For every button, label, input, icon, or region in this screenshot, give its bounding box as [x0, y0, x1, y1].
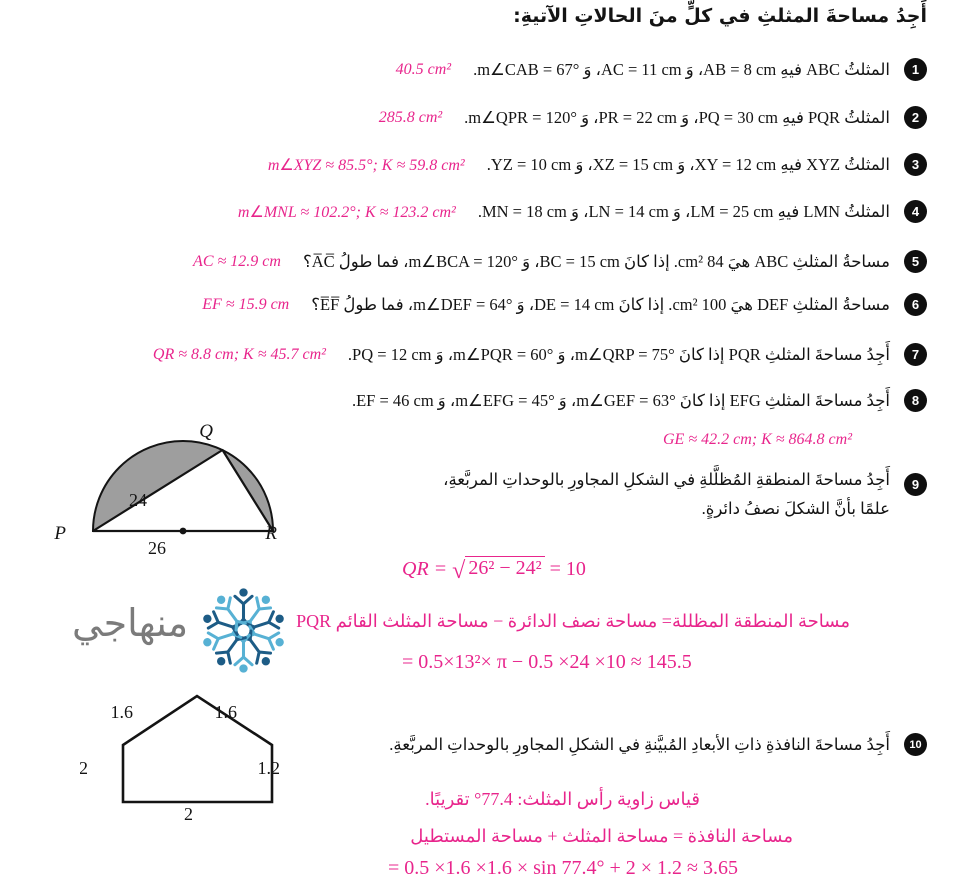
- exercise-text-line2: علمًا بأنَّ الشكلَ نصفُ دائرةٍ.: [701, 499, 890, 518]
- exercise-answer: AC ≈ 12.9 cm: [193, 252, 281, 270]
- side-label-bottom: 2: [184, 804, 193, 824]
- window-figure: 1.6 1.6 1.2 1.2 2: [80, 694, 281, 824]
- exercise-row-10: 10 أَجِدُ مساحةَ النافذةِ ذاتِ الأبعادِ …: [389, 733, 927, 756]
- exercise-number-badge: 10: [904, 733, 927, 756]
- solution9-radical-line: QR = √ 26² − 24² = 10: [402, 556, 586, 584]
- exercise-row-2: 2 المثلثُ PQR فيهِ PQ = 30 cm، وَ PR = 2…: [379, 106, 927, 129]
- exercise-answer: m∠XYZ ≈ 85.5°; K ≈ 59.8 cm²: [267, 156, 465, 174]
- exercise-number-badge: 7: [904, 343, 927, 366]
- vertex-label-q: Q: [199, 421, 213, 442]
- manhaji-logo-text: منهاجي: [72, 601, 189, 645]
- exercise-number-badge: 8: [904, 389, 927, 412]
- exercise-answer: 40.5 cm²: [395, 60, 452, 78]
- exercise-row-6: 6 مساحةُ المثلثِ DEF هيَ 100 cm². إذا كا…: [202, 293, 927, 316]
- exercise-row-4: 4 المثلثُ LMN فيهِ LM = 25 cm، وَ LN = 1…: [238, 200, 927, 223]
- solution10-calculation: = 0.5 ×1.6 ×1.6 × sin 77.4° + 2 × 1.2 ≈ …: [388, 857, 738, 879]
- vertex-label-p: P: [53, 523, 66, 544]
- side-label-right: 1.2: [258, 758, 281, 778]
- exercise-answer-8: GE ≈ 42.2 cm; K ≈ 864.8 cm²: [663, 431, 852, 448]
- page-title: أَجِدُ مساحةَ المثلثِ في كلٍّ منَ الحالا…: [513, 5, 927, 27]
- exercise-text: المثلثُ PQR فيهِ PQ = 30 cm، وَ PR = 22 …: [464, 107, 890, 127]
- exercise-answer: m∠MNL ≈ 102.2°; K ≈ 123.2 cm²: [237, 203, 456, 221]
- qr-equals: QR =: [402, 558, 453, 580]
- exercise-text: أَجِدُ مساحةَ المثلثِ EFG إذا كانَ m∠GEF…: [351, 390, 890, 410]
- solution9-calculation: = 0.5×13²× π − 0.5 ×24 ×10 ≈ 145.5: [402, 651, 692, 673]
- diameter-length-label: 26: [148, 538, 166, 558]
- side-label-left: 1.2: [80, 758, 88, 778]
- exercise-answer: 285.8 cm²: [378, 108, 443, 126]
- side-label-top-right: 1.6: [215, 702, 238, 722]
- chord-length-label: 24: [129, 490, 147, 510]
- radical-sign: √: [452, 558, 466, 584]
- center-dot: [179, 527, 187, 535]
- exercise-text: مساحةُ المثلثِ DEF هيَ 100 cm². إذا كانَ…: [311, 294, 890, 314]
- exercise-row-1: 1 المثلثُ ABC فيهِ AB = 8 cm، وَ AC = 11…: [396, 58, 927, 81]
- exercise-row-3: 3 المثلثُ XYZ فيهِ XY = 12 cm، وَ XZ = 1…: [268, 153, 927, 176]
- exercise-number-badge: 3: [904, 153, 927, 176]
- exercise-number-badge: 2: [904, 106, 927, 129]
- window-outline: [121, 694, 274, 804]
- exercise-text: المثلثُ XYZ فيهِ XY = 12 cm، وَ XZ = 15 …: [486, 154, 890, 174]
- exercise-text: أَجِدُ مساحةَ النافذةِ ذاتِ الأبعادِ الم…: [389, 734, 890, 754]
- qr-result: = 10: [544, 558, 586, 580]
- exercise-answer: EF ≈ 15.9 cm: [202, 295, 290, 313]
- semicircle-figure: P Q R 24 26: [53, 421, 277, 558]
- exercise-number-badge: 9: [904, 473, 927, 496]
- exercise-row-9: 9 أَجِدُ مساحةَ المنطقةِ المُظلَّلةِ في …: [443, 470, 927, 519]
- exercise-number-badge: 4: [904, 200, 927, 223]
- exercise-answer: QR ≈ 8.8 cm; K ≈ 45.7 cm²: [152, 345, 326, 363]
- solution10-apex-angle: قياس زاوية رأس المثلث: 77.4° تقريبًا.: [425, 789, 700, 809]
- exercise-number-badge: 5: [904, 250, 927, 273]
- vertex-label-r: R: [264, 523, 277, 544]
- radicand: 26² − 24²: [465, 556, 545, 580]
- exercise-text: المثلثُ LMN فيهِ LM = 25 cm، وَ LN = 14 …: [477, 201, 890, 221]
- side-label-top-left: 1.6: [111, 702, 134, 722]
- exercise-number-badge: 1: [904, 58, 927, 81]
- solution9-area-equation: مساحة المنطقة المظللة= مساحة نصف الدائرة…: [296, 611, 850, 631]
- exercise-row-8: 8 أَجِدُ مساحةَ المثلثِ EFG إذا كانَ m∠G…: [352, 389, 927, 412]
- exercise-number-badge: 6: [904, 293, 927, 316]
- exercise-text: أَجِدُ مساحةَ المثلثِ PQR إذا كانَ m∠QRP…: [347, 344, 890, 364]
- manhaji-logo-icon: [203, 588, 284, 673]
- exercise-row-5: 5 مساحةُ المثلثِ ABC هيَ 84 cm². إذا كان…: [193, 250, 927, 273]
- exercise-text: المثلثُ ABC فيهِ AB = 8 cm، وَ AC = 11 c…: [473, 59, 890, 79]
- solution10-area-equation: مساحة النافذة = مساحة المثلث + مساحة الم…: [410, 826, 793, 846]
- exercise-text: مساحةُ المثلثِ ABC هيَ 84 cm². إذا كانَ …: [302, 251, 890, 271]
- logo-people-ring: [203, 588, 284, 673]
- exercise-text-line1: أَجِدُ مساحةَ المنطقةِ المُظلَّلةِ في ال…: [443, 470, 890, 489]
- exercise-row-7: 7 أَجِدُ مساحةَ المثلثِ PQR إذا كانَ m∠Q…: [153, 343, 927, 366]
